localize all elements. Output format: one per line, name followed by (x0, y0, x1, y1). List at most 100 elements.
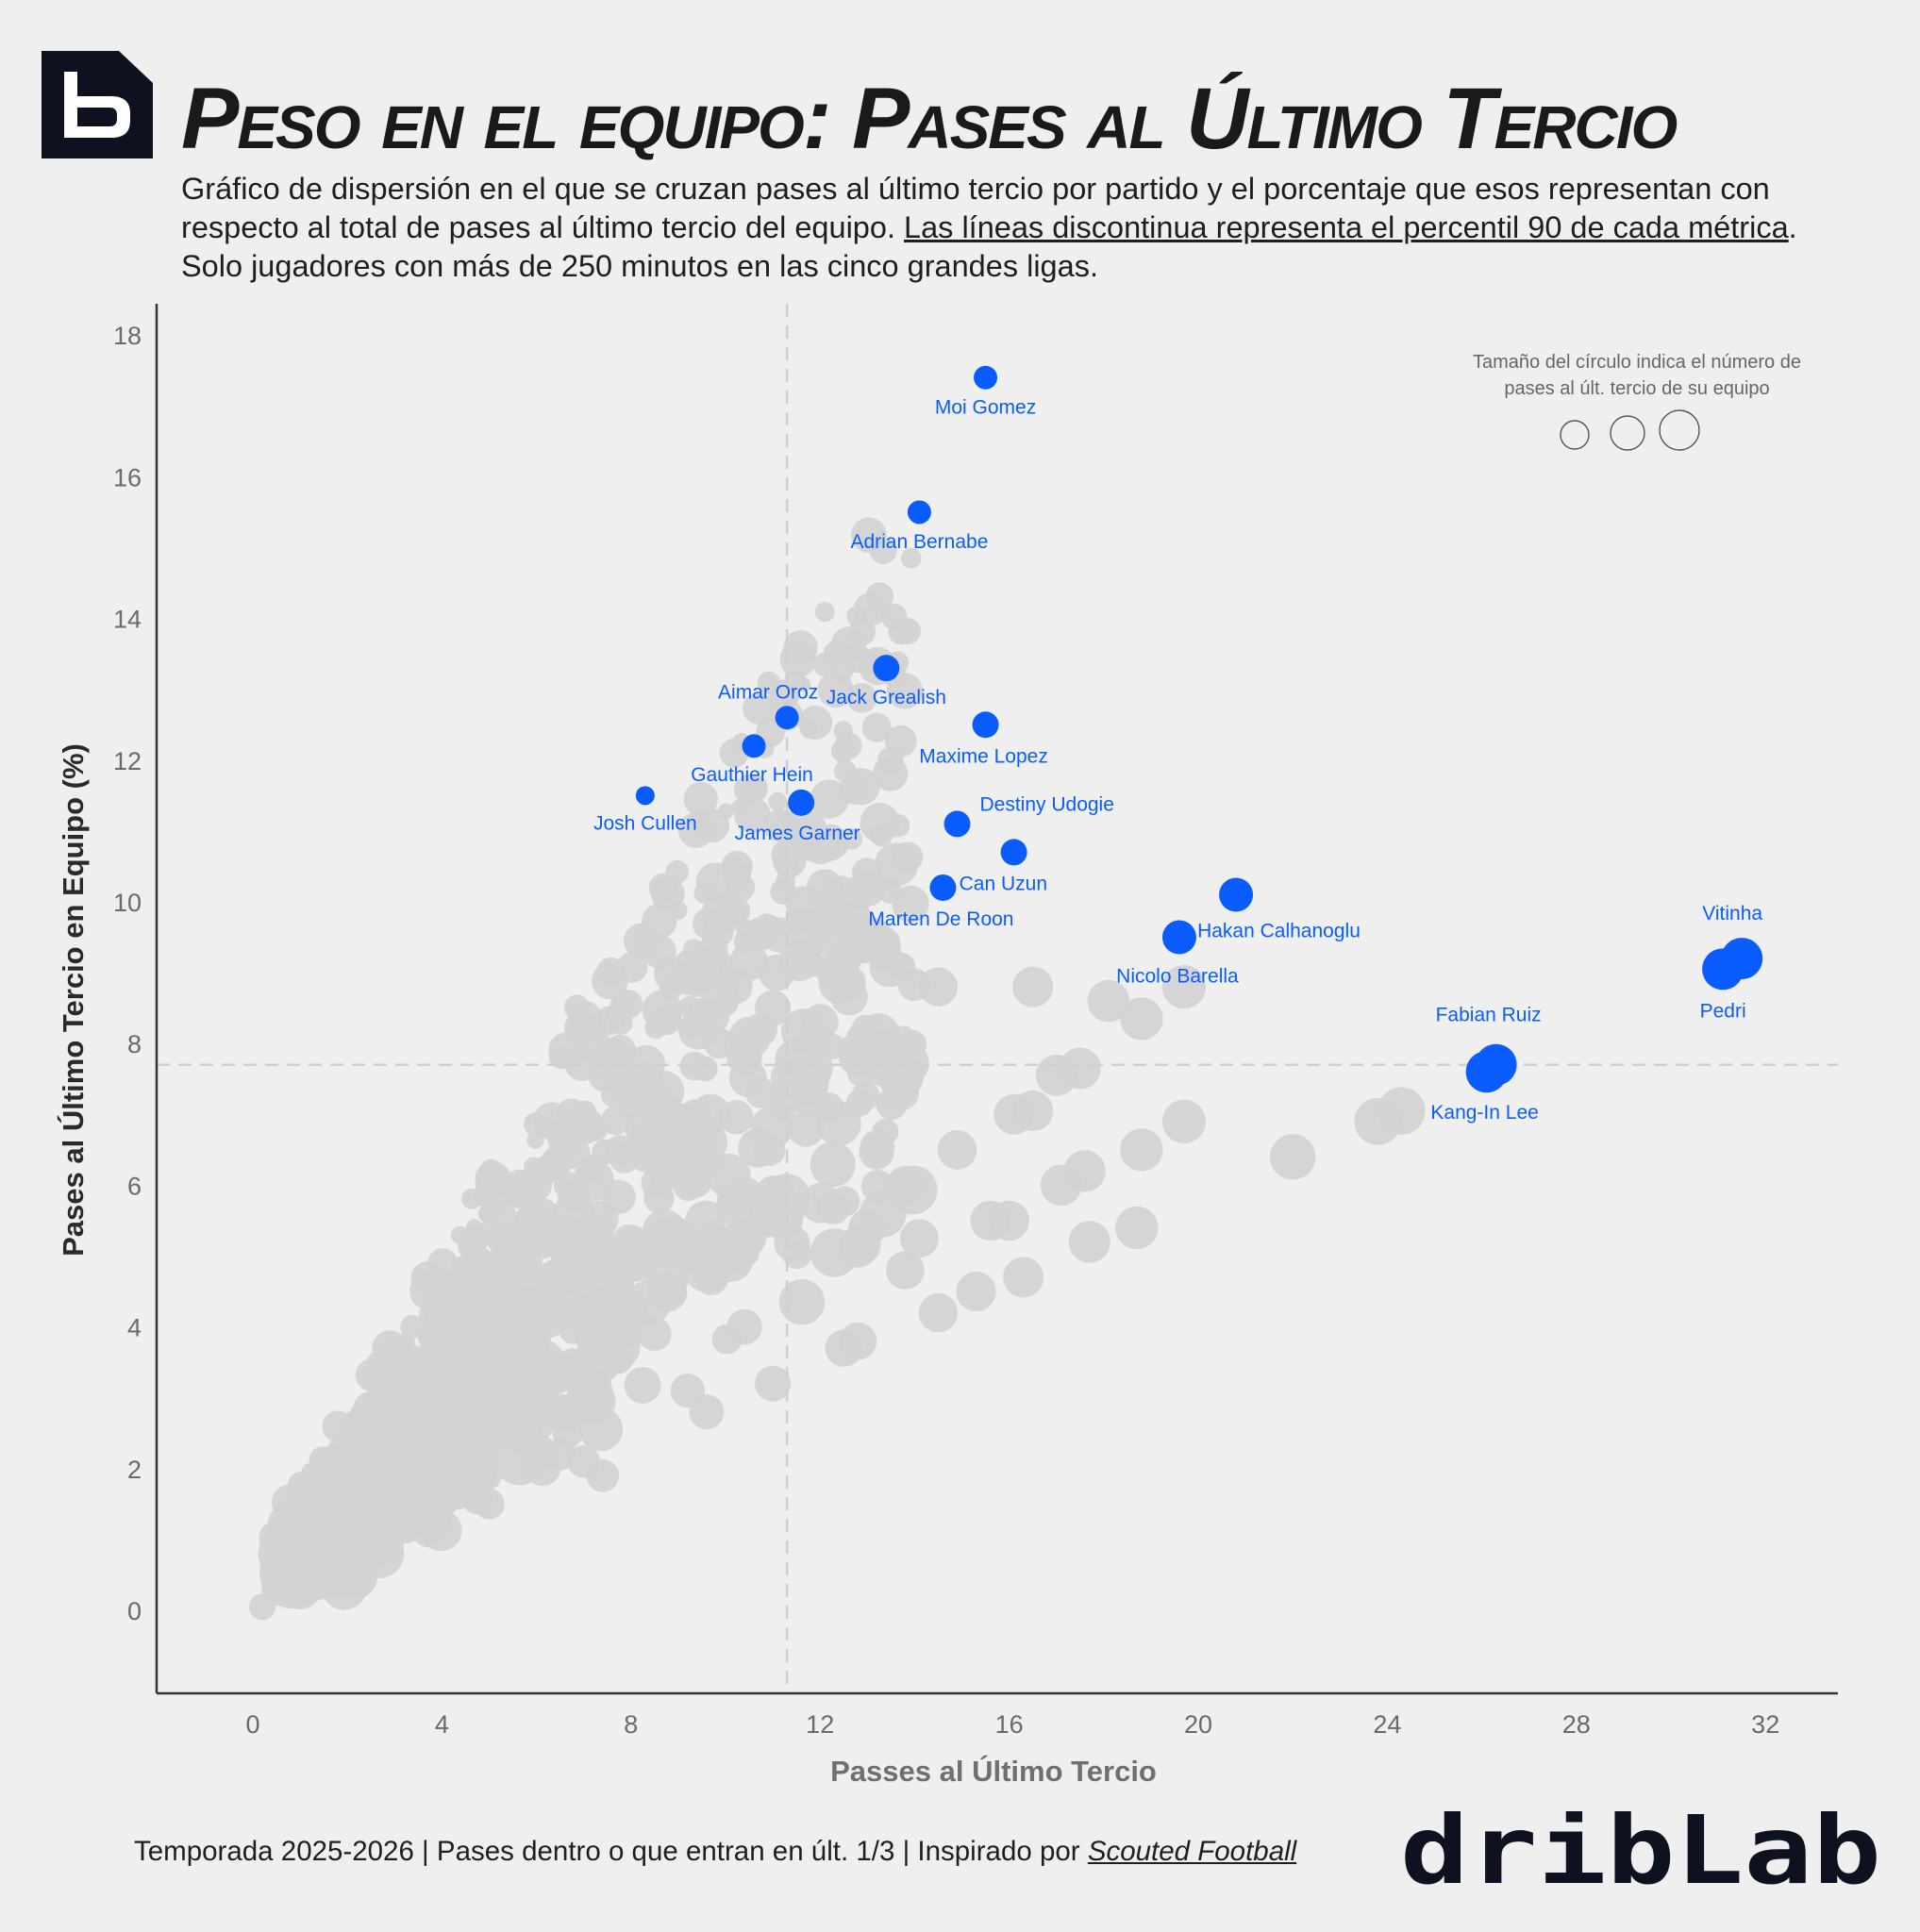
label-marten-de-roon: Marten De Roon (868, 908, 1013, 930)
background-point (1120, 997, 1163, 1041)
background-point (301, 1462, 320, 1481)
background-point (685, 1200, 726, 1241)
background-point (485, 1251, 526, 1292)
point-adrian-bernabe (907, 500, 931, 525)
background-point (1161, 965, 1207, 1009)
background-point (886, 673, 924, 709)
background-point (678, 995, 702, 1019)
background-point (841, 774, 865, 797)
background-point (886, 1251, 925, 1290)
background-point (798, 706, 833, 741)
background-point (261, 1550, 297, 1587)
background-point (692, 1056, 718, 1082)
background-point (853, 592, 888, 626)
x-tick-label: 28 (1562, 1710, 1591, 1739)
background-point (547, 1122, 582, 1157)
background-point (970, 1200, 1010, 1241)
background-point (591, 962, 628, 1000)
background-point (679, 962, 715, 997)
subtitle-text: Gráfico de dispersión en el que se cruza… (181, 172, 1770, 244)
background-point (1120, 1128, 1163, 1172)
background-point (918, 967, 959, 1007)
x-tick-label: 20 (1184, 1710, 1212, 1739)
label-destiny-udogie: Destiny Udogie (979, 793, 1113, 815)
background-point (313, 1471, 342, 1500)
point-marten-de-roon (929, 874, 957, 901)
background-point (248, 1593, 276, 1621)
background-point (874, 842, 918, 887)
background-point (600, 1083, 626, 1108)
x-tick-label: 4 (435, 1710, 449, 1739)
background-point (509, 1172, 534, 1197)
background-point (770, 878, 797, 906)
background-point (835, 972, 859, 996)
background-point (696, 1000, 730, 1033)
background-point (1012, 966, 1054, 1008)
background-point (526, 1131, 544, 1149)
background-point (755, 990, 792, 1026)
background-point (843, 643, 872, 674)
background-point (795, 676, 811, 692)
background-point (918, 1292, 959, 1333)
background-point (305, 1554, 333, 1582)
background-point (398, 1384, 445, 1431)
background-point (872, 756, 909, 791)
background-point (738, 1128, 777, 1168)
background-point (563, 1258, 590, 1284)
background-point (780, 810, 799, 830)
size-legend (1560, 409, 1700, 451)
background-point (783, 630, 818, 665)
footer-source-link[interactable]: Scouted Football (1087, 1836, 1297, 1867)
background-point (845, 1090, 874, 1117)
background-point (1003, 1257, 1044, 1298)
background-point (736, 919, 762, 945)
footer-text: Temporada 2025-2026 | Pases dentro o que… (134, 1836, 1088, 1867)
background-point (456, 1339, 487, 1371)
background-point (474, 1489, 505, 1520)
background-point (716, 901, 746, 931)
y-tick-label: 2 (127, 1456, 142, 1484)
background-point (802, 835, 829, 862)
y-tick-label: 14 (113, 606, 142, 634)
background-point (719, 738, 749, 768)
background-point (1040, 1164, 1082, 1207)
y-tick-label: 12 (113, 747, 142, 775)
background-point (358, 1490, 389, 1521)
background-point (673, 1170, 704, 1202)
background-point (352, 1411, 381, 1441)
y-axis-label: Pases al Último Tercio en Equipo (%) (56, 743, 90, 1257)
chart-axes (155, 304, 1838, 1695)
label-josh-cullen: Josh Cullen (593, 812, 697, 834)
background-point (726, 1040, 762, 1076)
background-point (441, 1314, 462, 1336)
background-point (814, 602, 835, 623)
x-tick-label: 12 (806, 1710, 834, 1739)
background-point (733, 774, 765, 806)
background-point (823, 641, 848, 666)
chart-subtitle: Gráfico de dispersión en el que se cruza… (181, 170, 1804, 286)
background-point (1087, 979, 1130, 1023)
background-point (886, 813, 910, 838)
background-point (839, 1230, 877, 1268)
label-hakan-calhanoglu: Hakan Calhanoglu (1197, 920, 1361, 941)
size-legend-circle (1610, 415, 1645, 451)
background-point (453, 1439, 499, 1485)
point-maxime-lopez (972, 711, 999, 739)
label-aimar-oroz: Aimar Oroz (718, 682, 818, 704)
background-point (841, 827, 863, 850)
background-point (668, 900, 688, 921)
background-point (830, 739, 856, 763)
subtitle-end-text: . Solo jugadores con más de 250 minutos … (181, 210, 1797, 283)
background-point (683, 781, 718, 817)
label-james-garner: James Garner (735, 823, 860, 844)
background-point (1161, 1099, 1207, 1143)
background-point (300, 1524, 325, 1550)
background-point (479, 1158, 502, 1182)
background-point (447, 1376, 490, 1418)
background-point (413, 1268, 429, 1284)
background-point (604, 1345, 633, 1374)
background-point (638, 1093, 671, 1126)
background-point (706, 1153, 751, 1198)
background-point (722, 860, 751, 891)
